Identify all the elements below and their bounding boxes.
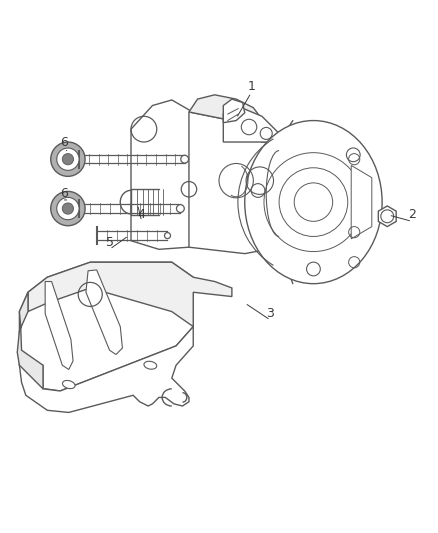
Circle shape [57,197,79,220]
Circle shape [62,203,74,214]
Polygon shape [28,262,232,327]
Polygon shape [223,106,279,142]
Polygon shape [378,206,396,227]
Polygon shape [223,99,245,123]
Text: 5: 5 [106,237,113,249]
Polygon shape [19,327,193,413]
Polygon shape [189,112,279,254]
Circle shape [51,191,85,225]
Polygon shape [189,95,266,142]
Circle shape [181,155,189,163]
Circle shape [165,232,170,239]
Polygon shape [45,281,73,369]
Text: 3: 3 [267,307,275,320]
Circle shape [177,205,184,213]
Polygon shape [351,165,372,239]
Text: 4: 4 [138,208,146,222]
Text: 2: 2 [408,208,416,222]
Polygon shape [17,292,43,389]
Polygon shape [19,262,193,391]
Text: 6: 6 [60,187,68,200]
Text: 1: 1 [247,80,255,93]
Polygon shape [86,270,123,354]
Circle shape [62,154,74,165]
Text: 6: 6 [60,135,68,149]
Circle shape [51,142,85,176]
Circle shape [57,148,79,171]
Ellipse shape [245,120,382,284]
Ellipse shape [144,361,157,369]
Polygon shape [131,100,204,249]
Ellipse shape [63,381,75,389]
